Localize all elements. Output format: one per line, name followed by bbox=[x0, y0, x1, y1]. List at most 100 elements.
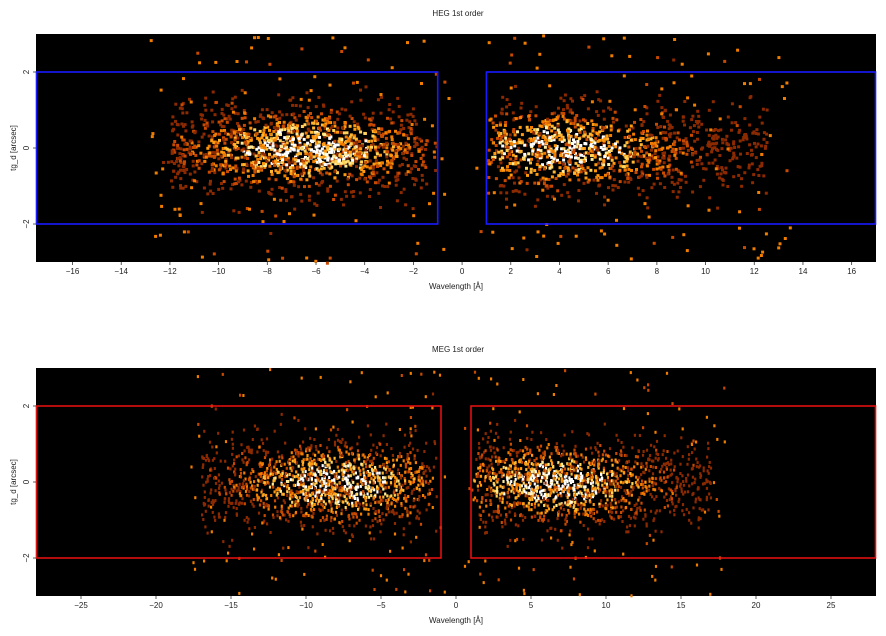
count-bin bbox=[649, 492, 652, 496]
count-bin bbox=[372, 162, 376, 166]
count-bin bbox=[233, 95, 237, 99]
count-bin bbox=[161, 167, 165, 171]
count-bin bbox=[505, 142, 509, 146]
count-bin bbox=[538, 144, 541, 148]
count-bin bbox=[542, 165, 546, 168]
count-bin bbox=[514, 162, 518, 166]
count-bin bbox=[254, 475, 257, 479]
count-bin bbox=[151, 132, 155, 136]
count-bin bbox=[242, 486, 245, 490]
count-bin bbox=[501, 95, 505, 99]
count-bin bbox=[204, 458, 208, 462]
count-bin bbox=[319, 484, 322, 488]
count-bin bbox=[297, 464, 300, 468]
count-bin bbox=[699, 498, 702, 502]
count-bin bbox=[251, 532, 254, 536]
count-bin bbox=[280, 462, 283, 466]
count-bin bbox=[214, 407, 217, 411]
count-bin bbox=[584, 171, 588, 175]
extraction-region-plus bbox=[485, 71, 877, 225]
count-bin bbox=[529, 492, 532, 496]
count-bin bbox=[529, 170, 533, 174]
count-bin bbox=[615, 140, 619, 144]
count-bin bbox=[320, 497, 323, 501]
count-bin bbox=[314, 150, 318, 154]
count-bin bbox=[601, 479, 604, 483]
count-bin bbox=[385, 481, 388, 485]
count-bin bbox=[335, 506, 338, 509]
count-bin bbox=[643, 471, 646, 475]
count-bin bbox=[363, 177, 367, 181]
count-bin bbox=[322, 500, 325, 504]
count-bin bbox=[716, 148, 720, 152]
count-bin bbox=[288, 513, 291, 517]
count-bin bbox=[318, 507, 321, 511]
count-bin bbox=[305, 449, 308, 453]
count-bin bbox=[720, 147, 724, 151]
count-bin bbox=[377, 132, 381, 135]
count-bin bbox=[384, 476, 387, 480]
count-bin bbox=[292, 466, 295, 470]
count-bin bbox=[425, 139, 429, 143]
count-bin bbox=[230, 487, 233, 491]
count-bin bbox=[400, 455, 403, 459]
count-bin bbox=[285, 518, 288, 522]
count-bin bbox=[512, 129, 515, 133]
count-bin bbox=[684, 174, 687, 178]
count-bin bbox=[676, 169, 680, 173]
count-bin bbox=[183, 171, 187, 175]
count-bin bbox=[509, 452, 512, 456]
count-bin bbox=[533, 153, 537, 157]
count-bin bbox=[354, 501, 357, 505]
count-bin bbox=[396, 178, 400, 182]
count-bin bbox=[308, 169, 312, 172]
count-bin bbox=[383, 463, 386, 467]
count-bin bbox=[522, 236, 526, 240]
count-bin bbox=[568, 502, 571, 506]
count-bin bbox=[708, 492, 711, 496]
count-bin bbox=[389, 549, 392, 553]
count-bin bbox=[251, 468, 254, 472]
x-tick-label: 6 bbox=[606, 267, 611, 276]
count-bin bbox=[530, 126, 533, 129]
count-bin bbox=[695, 162, 699, 166]
count-bin bbox=[312, 121, 316, 125]
count-bin bbox=[256, 498, 259, 502]
count-bin bbox=[557, 484, 560, 488]
count-bin bbox=[393, 143, 397, 146]
count-bin bbox=[533, 181, 537, 185]
count-bin bbox=[543, 493, 546, 496]
count-bin bbox=[308, 147, 312, 151]
count-bin bbox=[678, 147, 682, 150]
count-bin bbox=[231, 446, 234, 450]
count-bin bbox=[283, 484, 286, 488]
count-bin bbox=[390, 471, 393, 475]
count-bin bbox=[351, 194, 355, 198]
count-bin bbox=[207, 504, 210, 508]
count-bin bbox=[220, 150, 224, 154]
count-bin bbox=[247, 447, 250, 451]
count-bin bbox=[649, 137, 653, 141]
count-bin bbox=[373, 145, 377, 149]
count-bin bbox=[263, 141, 267, 145]
count-bin bbox=[330, 493, 333, 497]
count-bin bbox=[328, 184, 332, 188]
count-bin bbox=[413, 140, 417, 144]
count-bin bbox=[400, 488, 403, 491]
count-bin bbox=[574, 156, 577, 160]
count-bin bbox=[625, 530, 628, 534]
count-bin bbox=[604, 506, 607, 510]
count-bin bbox=[617, 438, 620, 442]
count-bin bbox=[705, 498, 708, 502]
count-bin bbox=[324, 502, 327, 506]
count-bin bbox=[288, 462, 291, 466]
count-bin bbox=[355, 165, 358, 169]
count-bin bbox=[238, 591, 241, 595]
count-bin bbox=[321, 483, 324, 487]
count-bin bbox=[610, 498, 614, 502]
count-bin bbox=[362, 154, 366, 158]
count-bin bbox=[651, 472, 655, 476]
count-bin bbox=[406, 164, 410, 168]
count-bin bbox=[544, 138, 547, 142]
count-bin bbox=[493, 152, 497, 155]
